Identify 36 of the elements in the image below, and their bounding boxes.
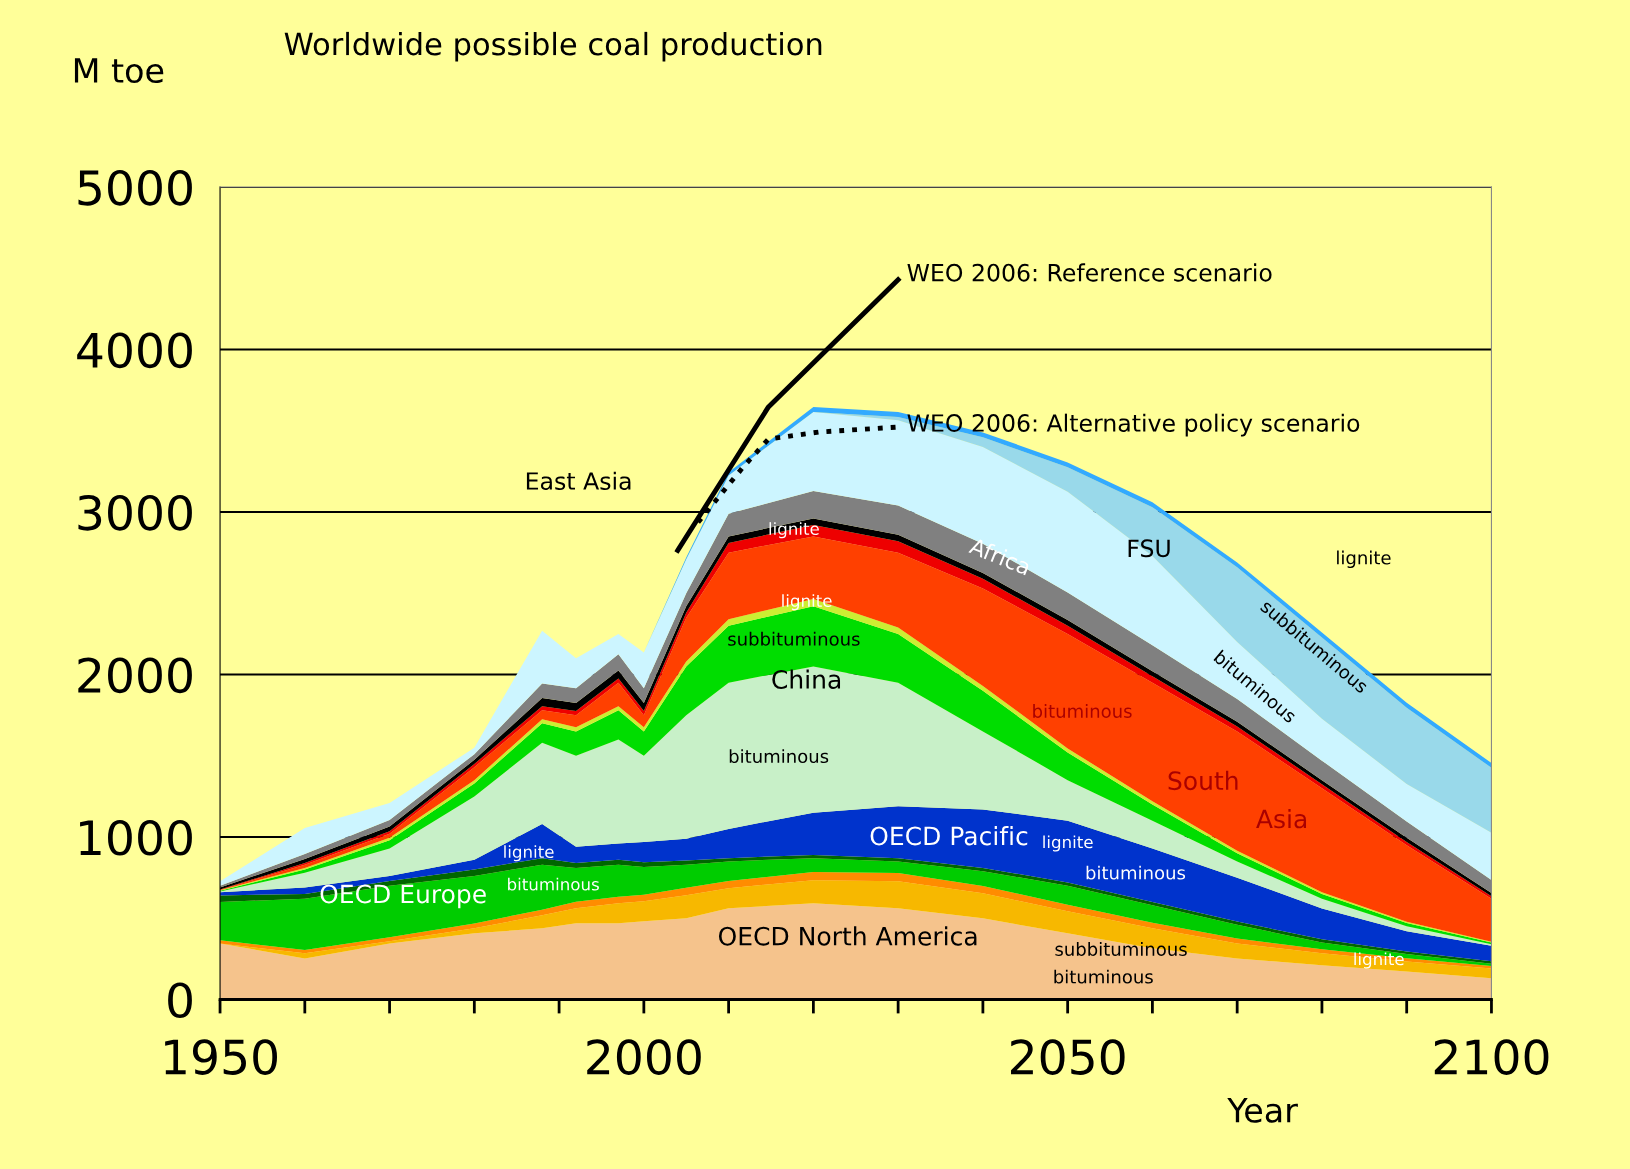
annotation: OECD Pacific [870,826,1028,846]
x-tick-label: 2100 [1434,1039,1549,1075]
annotation: bituminous [729,749,829,764]
y-tick-label: 0 [168,982,192,1019]
x-axis-title: Year [1227,1098,1298,1123]
chart-title: Worldwide possible coal production [284,31,822,62]
annotation: OECD North America [718,926,977,946]
annotation: China [772,669,841,689]
x-tick-label: 1950 [165,1039,277,1075]
annotation: lignite [1337,550,1391,569]
x-tick-label: 2050 [1011,1039,1125,1075]
annotation: Africa [968,536,1032,576]
annotation: Asia [1256,808,1307,829]
annotation: FSU [1128,539,1170,558]
annotation: South [1168,770,1238,791]
annotation: bituminous [508,877,599,891]
annotation: OECD Europe [320,884,486,909]
y-tick-label: 2000 [78,657,192,694]
annotation: WEO 2006: Alternative policy scenario [907,413,1360,437]
annotation: subbituminous [1055,942,1187,956]
annotation: East Asia [526,471,631,490]
y-tick-label: 4000 [77,332,192,369]
annotation: lignite [1354,952,1404,969]
annotation: lignite [1043,835,1093,852]
annotation: WEO 2006: Reference scenario [907,263,1272,282]
annotation: subbituminous [728,631,860,646]
y-tick-label: 1000 [80,819,192,856]
y-tick-label: 3000 [78,494,192,531]
annotation: bituminous [1086,865,1186,880]
annotation: bituminous [1054,969,1153,984]
x-tick-label: 2000 [587,1039,701,1075]
y-tick-label: 5000 [78,169,192,206]
y-axis-title: M toe [74,58,164,84]
annotation: lignite [782,594,832,611]
annotation: bituminous [1033,703,1132,718]
annotation: lignite [504,845,554,862]
